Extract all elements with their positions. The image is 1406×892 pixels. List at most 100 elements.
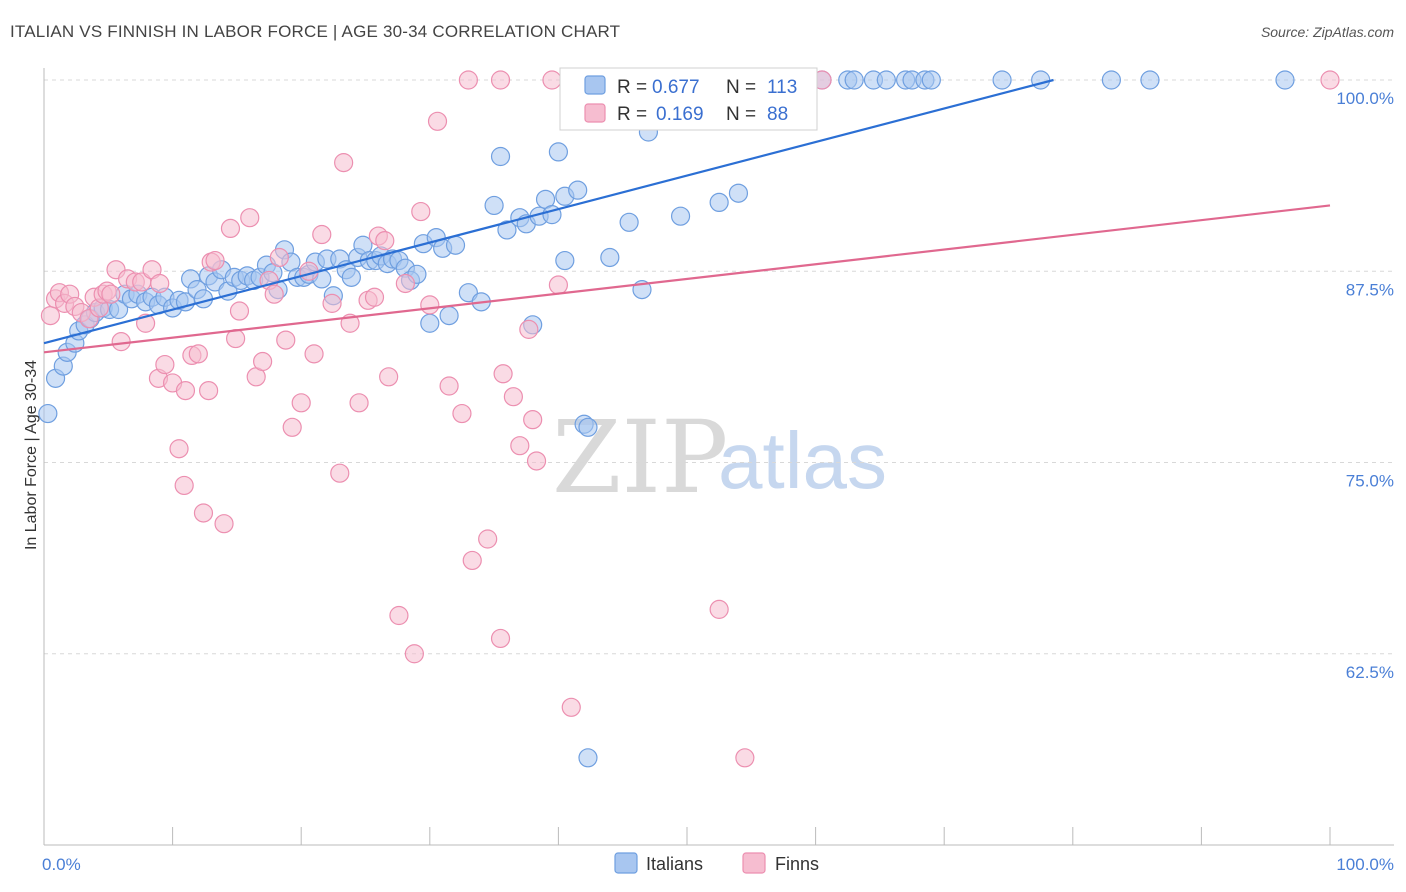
bottom-legend: Italians Finns xyxy=(614,852,819,874)
italians-point xyxy=(341,267,361,287)
finns-point xyxy=(220,218,241,239)
legend-r-label-italians: R = xyxy=(617,77,647,98)
italians-point xyxy=(1275,70,1295,90)
axes xyxy=(43,68,1394,846)
bottom-legend-swatch-italians xyxy=(614,852,638,874)
italians-point xyxy=(600,247,620,268)
finns-point xyxy=(389,605,409,626)
finns-point xyxy=(312,224,332,245)
finns-point xyxy=(193,503,214,523)
finns-point xyxy=(411,201,431,222)
finns-point xyxy=(404,644,424,664)
finns-point xyxy=(282,417,302,437)
finns-point xyxy=(452,403,472,424)
finns-point xyxy=(229,301,250,321)
y-tick-label: 62.5% xyxy=(1346,663,1394,682)
italians-point xyxy=(490,146,511,167)
italians-point xyxy=(921,70,941,90)
finns-point xyxy=(199,380,219,401)
italians-point xyxy=(728,183,749,203)
legend-swatch-finns xyxy=(584,103,606,123)
finns-point xyxy=(291,393,311,413)
finns-point xyxy=(240,208,260,228)
italians-point xyxy=(709,192,729,212)
italians-point xyxy=(1140,70,1160,90)
finns-point xyxy=(478,529,498,549)
finns-point xyxy=(395,273,415,294)
y-axis-title: In Labor Force | Age 30-34 xyxy=(23,360,40,550)
finns-point xyxy=(561,697,581,717)
finns-point xyxy=(379,367,399,387)
italians-point xyxy=(548,142,569,162)
finns-point xyxy=(155,354,175,375)
italians-point xyxy=(992,70,1012,90)
italians-point xyxy=(38,403,58,424)
legend-n-value-italians: 113 xyxy=(767,77,797,98)
finns-point xyxy=(111,332,131,352)
finns-point xyxy=(334,153,354,173)
finns-point xyxy=(188,344,208,364)
italians-point xyxy=(193,289,214,309)
finns-point xyxy=(462,550,482,571)
finns-point xyxy=(175,380,196,401)
finns-point xyxy=(420,295,440,315)
finns-point xyxy=(427,111,448,131)
finns-point xyxy=(101,284,121,304)
finns-point xyxy=(364,287,385,307)
x-tick-label-min: 0.0% xyxy=(42,855,81,874)
legend-n-label-italians: N = xyxy=(726,77,756,98)
italians-point xyxy=(578,417,598,437)
finns-point xyxy=(276,330,296,350)
finns-point xyxy=(150,273,170,294)
y-tick-label: 87.5% xyxy=(1346,280,1394,299)
finns-point xyxy=(304,344,324,364)
legend: R = 0.677 N = 113 R = 0.169 N = 88 xyxy=(559,67,818,131)
italians-point xyxy=(568,180,588,200)
legend-r-value-finns: 0.169 xyxy=(656,104,704,125)
italians-point xyxy=(439,306,459,326)
legend-r-label-finns: R = xyxy=(617,104,647,125)
finns-point xyxy=(214,514,234,534)
italians-point xyxy=(420,313,440,333)
finns-point xyxy=(322,293,342,313)
watermark-atlas: atlas xyxy=(718,416,887,505)
finns-point xyxy=(490,70,511,90)
bottom-legend-swatch-finns xyxy=(742,852,766,874)
italians-point xyxy=(1101,70,1121,90)
bottom-legend-label-finns: Finns xyxy=(775,854,819,874)
y-tick-labels: 62.5% 75.0% 87.5% 100.0% xyxy=(1336,89,1394,682)
italians-point xyxy=(844,70,864,90)
finns-point xyxy=(375,231,395,251)
finns-point xyxy=(523,410,543,430)
italians-point xyxy=(1031,70,1051,90)
finns-point xyxy=(169,439,189,459)
finns-point xyxy=(205,250,225,271)
finns-point xyxy=(493,364,513,384)
italians-point xyxy=(555,250,575,271)
italians-point xyxy=(497,220,517,240)
finns-trend-line xyxy=(43,204,1331,354)
finns-point xyxy=(510,436,530,456)
finns-point xyxy=(269,247,289,268)
italians-trend-line xyxy=(43,78,1054,345)
legend-swatch-italians xyxy=(584,75,606,95)
chart-title: ITALIAN VS FINNISH IN LABOR FORCE | AGE … xyxy=(10,22,621,41)
y-tick-label: 100.0% xyxy=(1336,89,1394,108)
italians-point xyxy=(578,748,598,768)
legend-n-value-finns: 88 xyxy=(767,104,788,125)
legend-r-value-italians: 0.677 xyxy=(652,77,700,98)
finns-point xyxy=(299,261,319,281)
finns-point xyxy=(264,284,284,304)
finns-point xyxy=(542,70,562,90)
finns-point xyxy=(174,475,194,496)
italians-point xyxy=(445,235,466,255)
italians-point xyxy=(670,206,691,226)
finns-point xyxy=(519,319,539,339)
italians-point xyxy=(619,212,639,232)
source-label: Source: ZipAtlas.com xyxy=(1260,24,1394,40)
gridlines xyxy=(44,79,1394,655)
y-tick-label: 75.0% xyxy=(1346,472,1394,491)
italians-point xyxy=(484,195,504,216)
finns-point xyxy=(253,351,273,372)
